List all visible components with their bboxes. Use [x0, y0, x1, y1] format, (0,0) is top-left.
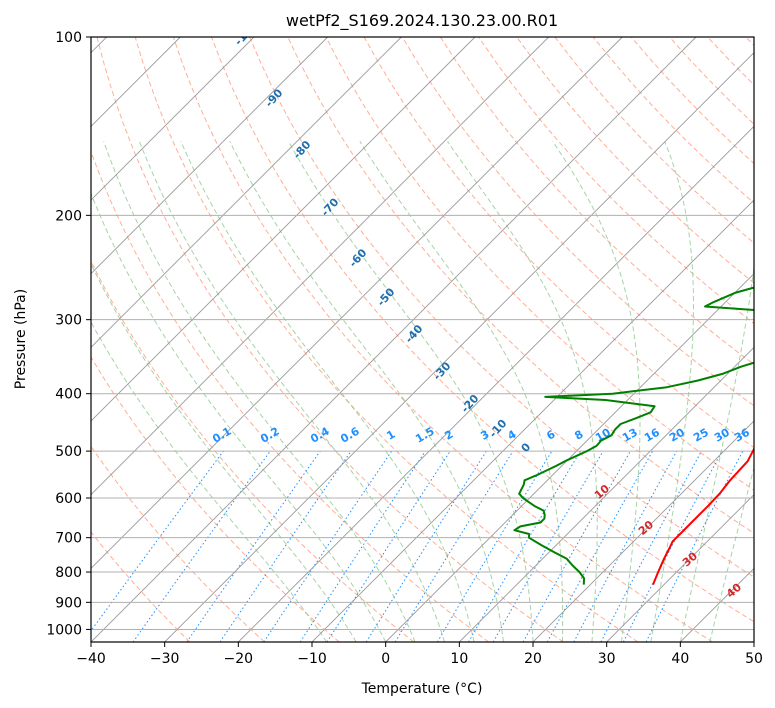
- dry-adiabat-line: [172, 37, 713, 642]
- plot-frame: [90, 36, 755, 643]
- dry-adiabat-line: [439, 37, 754, 366]
- y-axis-ticks: 1000 900 800 700 600 500 400 300 200 100: [46, 30, 91, 638]
- isotherm-line: [91, 37, 328, 275]
- dry-adiabat-line: [96, 37, 564, 642]
- plot-background: [91, 37, 754, 642]
- dry-adiabat-line: [134, 37, 639, 642]
- isotherm-line: [91, 37, 697, 642]
- mixing-ratio-line: [91, 450, 224, 632]
- mixing-ratio-line: [263, 450, 393, 642]
- dry-adiabat-line: [516, 37, 754, 284]
- dry-adiabat-line: [91, 531, 191, 642]
- mixing-ratio-line: [573, 450, 678, 642]
- dry-adiabats: [91, 37, 754, 642]
- dry-adiabat-line: [91, 445, 265, 642]
- chart-title: wetPf2_S169.2024.130.23.00.R01: [286, 11, 558, 31]
- isotherm-line: [238, 125, 754, 642]
- dry-adiabat-line: [211, 37, 754, 623]
- x-tick-label: −30: [150, 651, 180, 667]
- x-tick-label: 40: [671, 651, 689, 667]
- x-tick-label: −10: [297, 651, 327, 667]
- isotherms: [91, 37, 754, 642]
- isotherm-line: [164, 52, 754, 642]
- y-tick-label: 700: [55, 531, 82, 547]
- isotherm-line: [91, 37, 476, 422]
- mixing-ratio-line: [394, 450, 514, 642]
- isobars: [91, 37, 754, 630]
- isotherm-line: [91, 37, 549, 496]
- x-axis-ticks: −40 −30 −20 −10 0 10 20 30 40 50: [76, 642, 763, 667]
- mixing-ratio-line: [219, 450, 352, 642]
- dry-adiabat-line: [325, 37, 754, 491]
- x-tick-label: −20: [224, 651, 254, 667]
- isotherm-line: [91, 37, 623, 569]
- isotherm-line: [385, 273, 754, 642]
- mixing-ratio-line: [299, 450, 426, 642]
- x-axis-label: Temperature (°C): [361, 681, 483, 697]
- mixing-ratio-line: [326, 450, 451, 642]
- isotherm-line: [606, 494, 754, 642]
- isotherm-line: [311, 199, 754, 642]
- x-tick-label: 10: [450, 651, 468, 667]
- x-tick-label: 50: [745, 651, 763, 667]
- y-tick-label: 900: [55, 595, 82, 611]
- y-tick-label: 400: [55, 387, 82, 403]
- y-tick-label: 100: [55, 30, 82, 46]
- mixing-ratio-line: [546, 450, 654, 642]
- dry-adiabat-line: [91, 356, 340, 642]
- x-tick-label: 20: [524, 651, 542, 667]
- dry-adiabat-label: -100: [232, 19, 260, 48]
- sounding-traces: [513, 286, 754, 585]
- isotherm-line: [459, 346, 754, 642]
- isotherm-line: [753, 641, 754, 642]
- x-tick-label: 0: [381, 651, 390, 667]
- dry-adiabat-line: [91, 150, 489, 642]
- isotherm-line: [91, 37, 255, 201]
- mixing-ratio-line: [132, 450, 271, 642]
- y-tick-label: 300: [55, 313, 82, 329]
- mixing-ratio-line: [186, 450, 321, 642]
- y-tick-label: 1000: [46, 622, 82, 638]
- y-tick-label: 200: [55, 208, 82, 224]
- isotherm-line: [91, 37, 402, 348]
- dewpoint-trace: [513, 286, 754, 585]
- y-tick-label: 600: [55, 491, 82, 507]
- y-tick-label: 500: [55, 444, 82, 460]
- y-tick-label: 800: [55, 565, 82, 581]
- x-tick-label: 30: [598, 651, 616, 667]
- dry-adiabat-line: [249, 37, 754, 578]
- y-axis-label: Pressure (hPa): [13, 289, 29, 389]
- temperature-trace: [652, 446, 754, 585]
- dry-adiabat-line: [401, 37, 754, 407]
- plot-area: -100-90-80-70-60-50-40-30-20-10010203040…: [91, 19, 754, 642]
- x-tick-label: −40: [76, 651, 106, 667]
- isotherm-line: [532, 420, 754, 642]
- mixing-ratio-line: [522, 450, 631, 642]
